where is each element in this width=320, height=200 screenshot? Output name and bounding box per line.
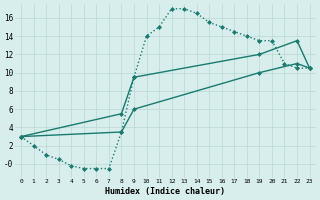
X-axis label: Humidex (Indice chaleur): Humidex (Indice chaleur) [105,187,225,196]
